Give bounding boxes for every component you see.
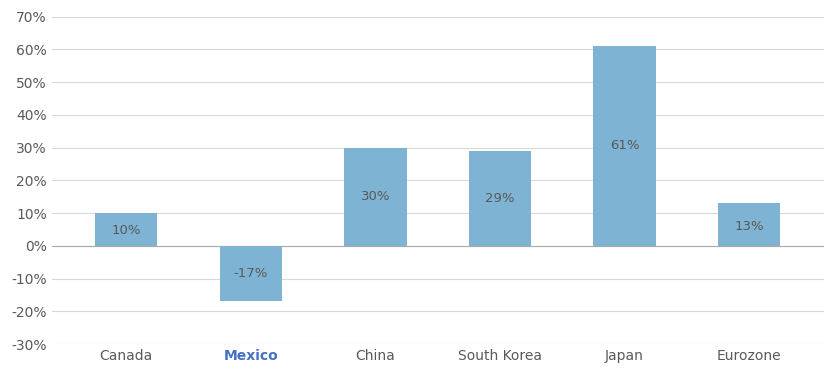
Text: -17%: -17% [234,267,268,280]
Text: 10%: 10% [112,224,141,237]
Bar [344,148,407,246]
Bar [718,203,780,246]
Bar [95,213,158,246]
Text: 13%: 13% [734,220,764,233]
Bar [594,46,655,246]
Bar [469,151,531,246]
Bar [220,246,282,301]
Text: 30%: 30% [361,190,390,203]
Text: 61%: 61% [610,140,640,153]
Text: 29%: 29% [485,192,514,205]
